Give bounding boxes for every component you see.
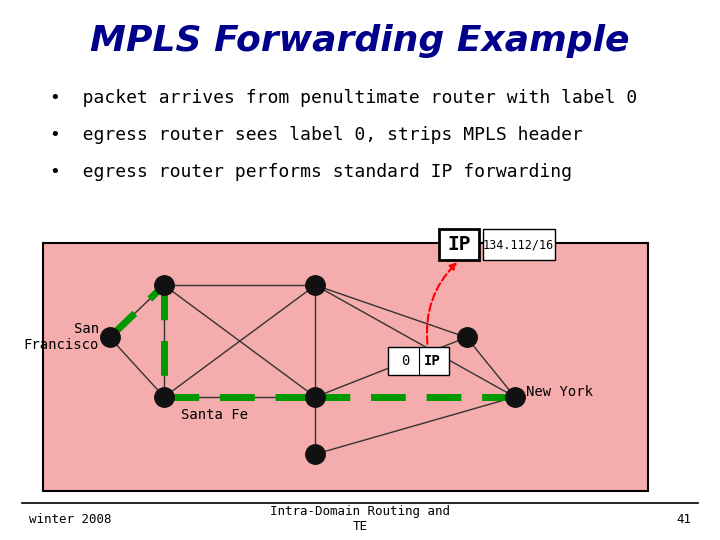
FancyBboxPatch shape xyxy=(482,229,554,260)
Text: IP: IP xyxy=(423,354,441,368)
Text: IP: IP xyxy=(448,235,471,254)
Text: New York: New York xyxy=(526,384,593,399)
Text: Santa Fe: Santa Fe xyxy=(181,408,248,422)
Text: 0: 0 xyxy=(401,354,409,368)
FancyBboxPatch shape xyxy=(43,243,648,491)
FancyBboxPatch shape xyxy=(388,347,449,375)
Text: winter 2008: winter 2008 xyxy=(29,513,112,526)
Text: MPLS Forwarding Example: MPLS Forwarding Example xyxy=(90,24,630,58)
Text: •  egress router sees label 0, strips MPLS header: • egress router sees label 0, strips MPL… xyxy=(50,126,583,144)
Text: Intra-Domain Routing and
TE: Intra-Domain Routing and TE xyxy=(270,505,450,534)
Text: 134.112/16: 134.112/16 xyxy=(483,238,554,251)
Text: •  packet arrives from penultimate router with label 0: • packet arrives from penultimate router… xyxy=(50,89,638,107)
Text: San
Francisco: San Francisco xyxy=(24,322,99,353)
FancyBboxPatch shape xyxy=(439,229,479,260)
Text: •  egress router performs standard IP forwarding: • egress router performs standard IP for… xyxy=(50,163,572,180)
Text: 41: 41 xyxy=(676,513,691,526)
